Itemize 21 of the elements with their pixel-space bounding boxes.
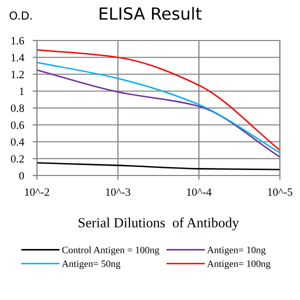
y-tick-label: 0.6 <box>10 121 24 129</box>
x-tick-label: 10^-5 <box>268 188 292 196</box>
y-tick-label: 1.6 <box>11 36 24 45</box>
x-tick-label: 10^-2 <box>25 188 50 196</box>
y-tick-label: 1.4 <box>11 54 24 62</box>
x-tick-label: 10^-4 <box>187 188 212 196</box>
x-axis-title: Serial Dilutions of Antibody <box>78 218 239 230</box>
legend-label: Control Antigen = 100ng <box>62 246 160 256</box>
y-tick-label: 1 <box>20 88 24 95</box>
legend-label: Antigen= 100ng <box>207 260 270 270</box>
y-tick-label: 0 <box>19 172 24 180</box>
y-tick-label: 0.8 <box>10 104 24 112</box>
line-series <box>36 162 280 170</box>
y-tick-label: 0.4 <box>10 138 24 146</box>
y-tick-label: 1.2 <box>11 70 24 78</box>
legend-label: Antigen= 10ng <box>207 246 266 256</box>
y-tick-label: 0.2 <box>10 155 24 163</box>
x-tick-label: 10^-3 <box>106 188 130 196</box>
legend-label: Antigen= 50ng <box>62 260 120 270</box>
y-axis-title: O.D. <box>10 11 32 20</box>
chart-title: ELISA Result <box>100 6 202 20</box>
